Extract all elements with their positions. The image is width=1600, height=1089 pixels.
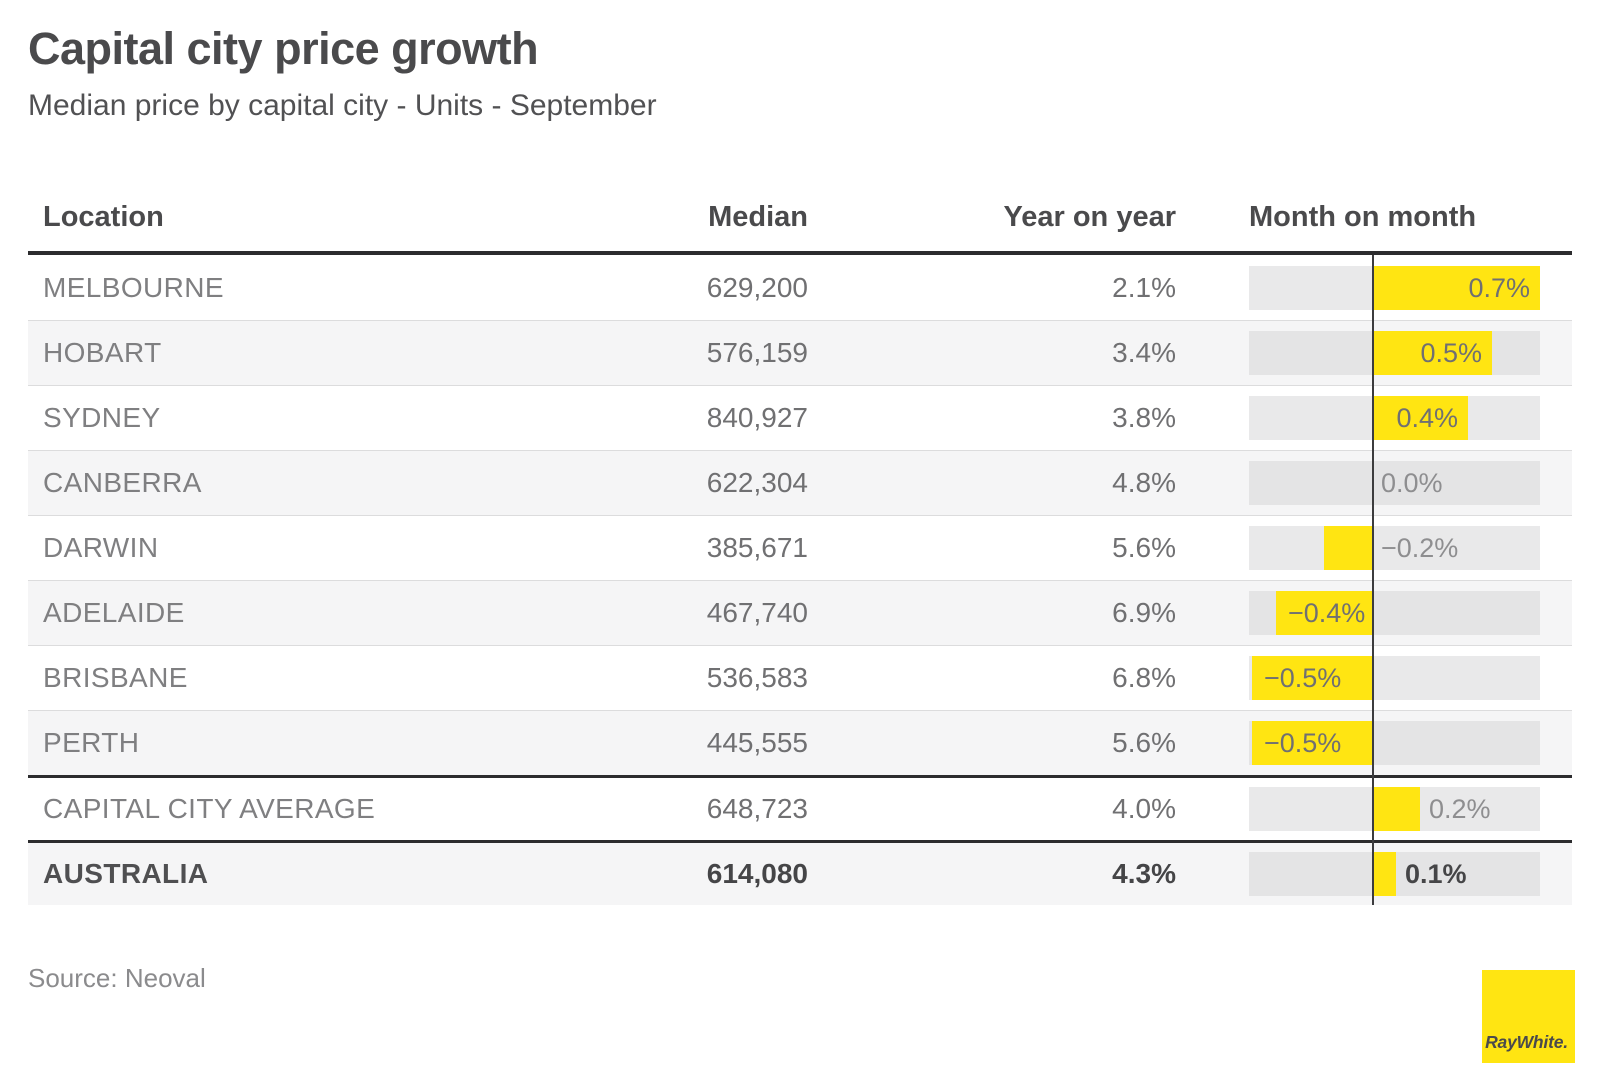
mom-cell: −0.5% bbox=[1176, 656, 1572, 701]
median-cell: 385,671 bbox=[706, 532, 808, 564]
mom-cell: 0.2% bbox=[1176, 787, 1572, 832]
raywhite-logo: RayWhite. bbox=[1482, 970, 1575, 1063]
table-row: CAPITAL CITY AVERAGE 648,723 4.0% 0.2% bbox=[28, 775, 1572, 840]
mom-bar bbox=[1372, 265, 1540, 310]
yoy-cell: 5.6% bbox=[1112, 727, 1176, 759]
table-row: CANBERRA 622,304 4.8% 0.0% bbox=[28, 450, 1572, 516]
table-row: MELBOURNE 629,200 2.1% 0.7% bbox=[28, 255, 1572, 320]
mom-bar-track: −0.5% bbox=[1249, 721, 1540, 766]
mom-cell: −0.5% bbox=[1176, 721, 1572, 766]
table-row: DARWIN 385,671 5.6% −0.2% bbox=[28, 515, 1572, 580]
yoy-cell: 4.8% bbox=[1112, 467, 1176, 499]
mom-cell: 0.4% bbox=[1176, 396, 1572, 441]
table-header: Location Median Year on year Month on mo… bbox=[28, 201, 1572, 256]
report-card: Capital city price growth Median price b… bbox=[28, 23, 1572, 994]
location-cell: CANBERRA bbox=[43, 467, 202, 499]
table-row: AUSTRALIA 614,080 4.3% 0.1% bbox=[28, 840, 1572, 906]
mom-value-label: −0.4% bbox=[1288, 598, 1366, 629]
yoy-cell: 3.4% bbox=[1112, 337, 1176, 369]
mom-value-label: 0.7% bbox=[1468, 272, 1530, 303]
column-header-month-on-month: Month on month bbox=[1249, 201, 1477, 234]
mom-value-label: 0.1% bbox=[1405, 859, 1467, 890]
yoy-cell: 6.9% bbox=[1112, 597, 1176, 629]
mom-bar bbox=[1372, 787, 1420, 832]
location-cell: ADELAIDE bbox=[43, 597, 185, 629]
median-cell: 536,583 bbox=[706, 662, 808, 694]
location-cell: SYDNEY bbox=[43, 402, 161, 434]
table-row: SYDNEY 840,927 3.8% 0.4% bbox=[28, 385, 1572, 450]
mom-bar-track: 0.2% bbox=[1249, 787, 1540, 832]
column-header-location: Location bbox=[43, 201, 164, 234]
mom-bar bbox=[1252, 721, 1372, 766]
mom-bar-track: 0.7% bbox=[1249, 265, 1540, 310]
table-row: HOBART 576,159 3.4% 0.5% bbox=[28, 320, 1572, 386]
median-cell: 840,927 bbox=[706, 402, 808, 434]
mom-value-label: −0.2% bbox=[1381, 533, 1459, 564]
median-cell: 622,304 bbox=[706, 467, 808, 499]
median-cell: 576,159 bbox=[706, 337, 808, 369]
mom-bar-track: 0.1% bbox=[1249, 852, 1540, 897]
table-row: BRISBANE 536,583 6.8% −0.5% bbox=[28, 645, 1572, 710]
median-cell: 629,200 bbox=[706, 271, 808, 303]
mom-cell: 0.1% bbox=[1176, 852, 1572, 897]
mom-cell: 0.5% bbox=[1176, 331, 1572, 376]
mom-value-label: 0.2% bbox=[1429, 794, 1491, 825]
median-cell: 648,723 bbox=[706, 793, 808, 825]
mom-bar-track: 0.5% bbox=[1249, 331, 1540, 376]
raywhite-logo-text: RayWhite. bbox=[1485, 1032, 1568, 1052]
mom-bar bbox=[1276, 591, 1372, 636]
table-row: ADELAIDE 467,740 6.9% −0.4% bbox=[28, 580, 1572, 646]
median-cell: 614,080 bbox=[706, 858, 808, 890]
median-cell: 467,740 bbox=[706, 597, 808, 629]
median-cell: 445,555 bbox=[706, 727, 808, 759]
location-cell: CAPITAL CITY AVERAGE bbox=[43, 793, 376, 825]
yoy-cell: 2.1% bbox=[1112, 271, 1176, 303]
column-header-median: Median bbox=[708, 201, 808, 234]
mom-value-label: −0.5% bbox=[1264, 728, 1342, 759]
location-cell: MELBOURNE bbox=[43, 271, 224, 303]
mom-bar-track: −0.2% bbox=[1249, 526, 1540, 571]
mom-bar-track: −0.4% bbox=[1249, 591, 1540, 636]
mom-bar bbox=[1324, 526, 1372, 571]
mom-bar-track: 0.0% bbox=[1249, 461, 1540, 506]
chart-zero-axis-line bbox=[1372, 255, 1374, 906]
table-row: PERTH 445,555 5.6% −0.5% bbox=[28, 710, 1572, 776]
mom-bar-track: 0.4% bbox=[1249, 396, 1540, 441]
mom-cell: −0.4% bbox=[1176, 591, 1572, 636]
mom-bar-track: −0.5% bbox=[1249, 656, 1540, 701]
mom-value-label: 0.5% bbox=[1420, 338, 1482, 369]
column-header-year-on-year: Year on year bbox=[1003, 201, 1177, 234]
location-cell: HOBART bbox=[43, 337, 162, 369]
location-cell: DARWIN bbox=[43, 532, 159, 564]
yoy-cell: 4.0% bbox=[1112, 793, 1176, 825]
mom-cell: 0.7% bbox=[1176, 265, 1572, 310]
yoy-cell: 4.3% bbox=[1112, 858, 1176, 890]
mom-value-label: 0.4% bbox=[1396, 403, 1458, 434]
table-rows: MELBOURNE 629,200 2.1% 0.7% HOBART 576,159 3.4… bbox=[28, 255, 1572, 906]
mom-bar bbox=[1372, 396, 1468, 441]
source-text: Source: Neoval bbox=[28, 963, 206, 994]
mom-value-label: −0.5% bbox=[1264, 663, 1342, 694]
location-cell: BRISBANE bbox=[43, 662, 188, 694]
mom-bar bbox=[1372, 331, 1492, 376]
yoy-cell: 3.8% bbox=[1112, 402, 1176, 434]
mom-cell: 0.0% bbox=[1176, 461, 1572, 506]
mom-value-label: 0.0% bbox=[1381, 468, 1443, 499]
mom-bar bbox=[1252, 656, 1372, 701]
location-cell: AUSTRALIA bbox=[43, 858, 209, 890]
location-cell: PERTH bbox=[43, 727, 140, 759]
mom-bar bbox=[1372, 852, 1396, 897]
yoy-cell: 5.6% bbox=[1112, 532, 1176, 564]
yoy-cell: 6.8% bbox=[1112, 662, 1176, 694]
page-title: Capital city price growth bbox=[28, 23, 539, 74]
mom-cell: −0.2% bbox=[1176, 526, 1572, 571]
page-subtitle: Median price by capital city - Units - S… bbox=[28, 89, 657, 123]
